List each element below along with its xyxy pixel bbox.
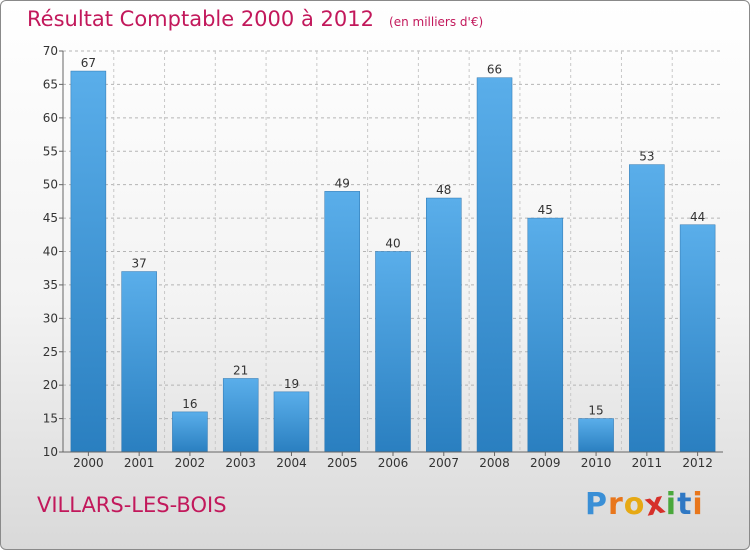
x-tick-label: 2002 <box>175 456 206 470</box>
y-tick-label: 65 <box>43 77 58 91</box>
chart-title: Résultat Comptable 2000 à 2012 <box>27 7 374 31</box>
commune-name: VILLARS-LES-BOIS <box>37 493 227 517</box>
bar <box>527 217 564 453</box>
proxiti-logo[interactable]: Proxiti <box>585 485 704 523</box>
x-tick-label: 2001 <box>124 456 155 470</box>
bar <box>172 411 208 453</box>
bar-value-label: 67 <box>81 56 96 70</box>
chart-title-block: Résultat Comptable 2000 à 2012 (en milli… <box>27 7 483 31</box>
bar <box>273 391 310 453</box>
logo-letter: o <box>623 487 646 522</box>
bar-value-label: 40 <box>385 237 400 251</box>
bar-value-label: 16 <box>182 397 197 411</box>
y-tick-label: 30 <box>43 311 58 325</box>
bar-value-label: 44 <box>690 210 705 224</box>
y-tick-label: 60 <box>43 111 58 125</box>
x-tick-label: 2003 <box>225 456 256 470</box>
x-tick-label: 2012 <box>682 456 713 470</box>
bar-value-label: 53 <box>639 150 654 164</box>
y-tick-label: 70 <box>43 44 58 58</box>
y-tick-label: 15 <box>43 412 58 426</box>
x-tick-label: 2011 <box>632 456 663 470</box>
x-tick-label: 2009 <box>530 456 561 470</box>
x-tick-label: 2005 <box>327 456 358 470</box>
x-tick-label: 2008 <box>479 456 510 470</box>
logo-letter: t <box>677 487 693 522</box>
logo-letter: i <box>692 487 704 522</box>
bar <box>679 224 716 453</box>
bar-value-label: 45 <box>538 203 553 217</box>
y-tick-label: 50 <box>43 178 58 192</box>
y-tick-label: 40 <box>43 245 58 259</box>
logo-letter: r <box>608 487 624 522</box>
x-tick-label: 2007 <box>428 456 459 470</box>
bar <box>578 418 614 453</box>
bar <box>222 378 259 453</box>
bar-value-label: 15 <box>588 404 603 418</box>
bar-value-label: 49 <box>335 176 350 190</box>
bar <box>629 164 665 453</box>
x-tick-label: 2004 <box>276 456 307 470</box>
x-tick-label: 2010 <box>581 456 612 470</box>
y-tick-label: 25 <box>43 345 58 359</box>
bar-value-label: 19 <box>284 377 299 391</box>
y-tick-label: 45 <box>43 211 58 225</box>
bar-value-label: 66 <box>487 63 502 77</box>
bar-value-label: 48 <box>436 183 451 197</box>
bar <box>426 197 462 453</box>
bar <box>375 251 411 453</box>
x-tick-label: 2000 <box>73 456 104 470</box>
y-tick-label: 35 <box>43 278 58 292</box>
y-tick-label: 20 <box>43 378 58 392</box>
bar <box>121 271 157 453</box>
logo-letter: P <box>585 487 608 522</box>
bar-value-label: 37 <box>132 257 147 271</box>
bar-value-label: 21 <box>233 363 248 377</box>
chart-subtitle: (en milliers d'€) <box>389 15 484 29</box>
x-tick-label: 2006 <box>378 456 409 470</box>
logo-letter: i <box>665 487 678 522</box>
y-tick-label: 55 <box>43 144 58 158</box>
y-tick-label: 10 <box>43 445 58 459</box>
bar <box>324 191 360 453</box>
bar <box>70 70 107 453</box>
bar <box>476 77 513 453</box>
